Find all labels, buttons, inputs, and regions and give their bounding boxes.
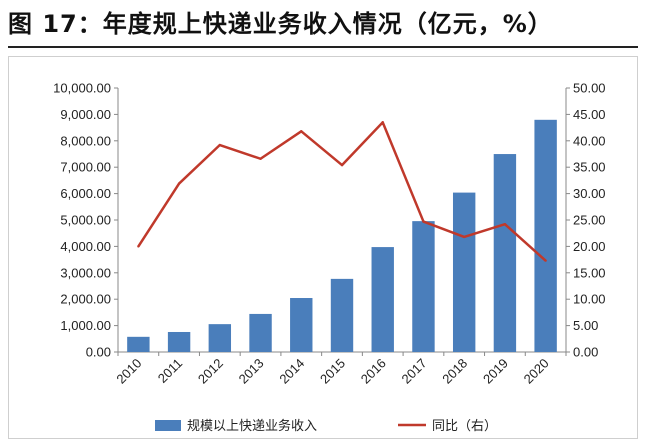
x-tick-label: 2016	[358, 356, 389, 387]
x-tick-label: 2010	[113, 356, 144, 387]
y-left-tick-label: 6,000.00	[60, 186, 111, 201]
bar-revenue	[371, 247, 394, 352]
point-yoy	[462, 235, 466, 239]
y-left-tick-label: 9,000.00	[60, 107, 111, 122]
point-yoy	[340, 163, 344, 167]
x-tick-label: 2019	[480, 356, 511, 387]
bar-revenue	[167, 331, 191, 352]
x-tick-label: 2017	[399, 356, 430, 387]
x-tick-label: 2015	[317, 356, 348, 387]
y-left-tick-label: 5,000.00	[60, 213, 111, 228]
legend-swatch-bar	[155, 420, 181, 431]
point-yoy	[218, 143, 222, 147]
x-tick-label: 2018	[439, 356, 470, 387]
bar-revenue	[249, 313, 272, 352]
y-left-tick-label: 4,000.00	[60, 239, 111, 254]
y-right-tick-label: 25.00	[573, 213, 606, 228]
y-right-tick-label: 20.00	[573, 239, 606, 254]
page-title: 图 17：年度规上快递业务收入情况（亿元，%）	[8, 10, 553, 38]
y-right-tick-label: 15.00	[573, 265, 606, 280]
bar-revenue	[290, 298, 313, 352]
y-left-tick-label: 0.00	[86, 345, 111, 360]
point-yoy	[177, 182, 181, 185]
y-right-tick-label: 50.00	[573, 81, 606, 96]
bar-revenue	[208, 324, 232, 352]
bar-revenue	[452, 192, 476, 352]
y-left-tick-label: 1,000.00	[60, 318, 111, 333]
x-tick-label: 2012	[195, 356, 226, 387]
point-yoy	[259, 157, 262, 160]
y-right-tick-label: 0.00	[573, 345, 598, 360]
legend-label-bar: 规模以上快递业务收入	[187, 418, 317, 434]
bar-revenue	[330, 278, 354, 352]
point-yoy	[544, 259, 547, 262]
x-tick-label: 2013	[236, 356, 267, 387]
y-right-tick-label: 10.00	[573, 292, 606, 307]
x-tick-label: 2020	[521, 356, 552, 387]
x-tick-label: 2014	[276, 356, 307, 387]
point-yoy	[300, 130, 303, 133]
title-rule	[8, 46, 638, 48]
bar-revenue	[412, 221, 435, 352]
chart-frame	[8, 56, 638, 439]
y-right-tick-label: 45.00	[573, 107, 606, 122]
point-yoy	[137, 245, 140, 248]
y-left-tick-label: 7,000.00	[60, 160, 111, 175]
y-right-tick-label: 5.00	[573, 318, 598, 333]
y-right-tick-label: 40.00	[573, 133, 606, 148]
legend-label-line: 同比（右）	[432, 419, 497, 434]
bar-revenue	[127, 336, 150, 352]
y-left-tick-label: 3,000.00	[60, 265, 111, 280]
x-tick-label: 2011	[155, 356, 185, 386]
y-right-tick-label: 35.00	[573, 160, 606, 175]
y-left-tick-label: 8,000.00	[60, 133, 111, 148]
point-yoy	[381, 121, 384, 124]
y-left-tick-label: 2,000.00	[60, 292, 111, 307]
y-right-tick-label: 30.00	[573, 186, 606, 201]
line-yoy	[137, 121, 547, 262]
point-yoy	[503, 223, 507, 226]
bar-revenue	[493, 154, 517, 352]
y-left-tick-label: 10,000.00	[53, 81, 111, 96]
point-yoy	[422, 220, 425, 223]
bar-revenue	[534, 119, 557, 352]
